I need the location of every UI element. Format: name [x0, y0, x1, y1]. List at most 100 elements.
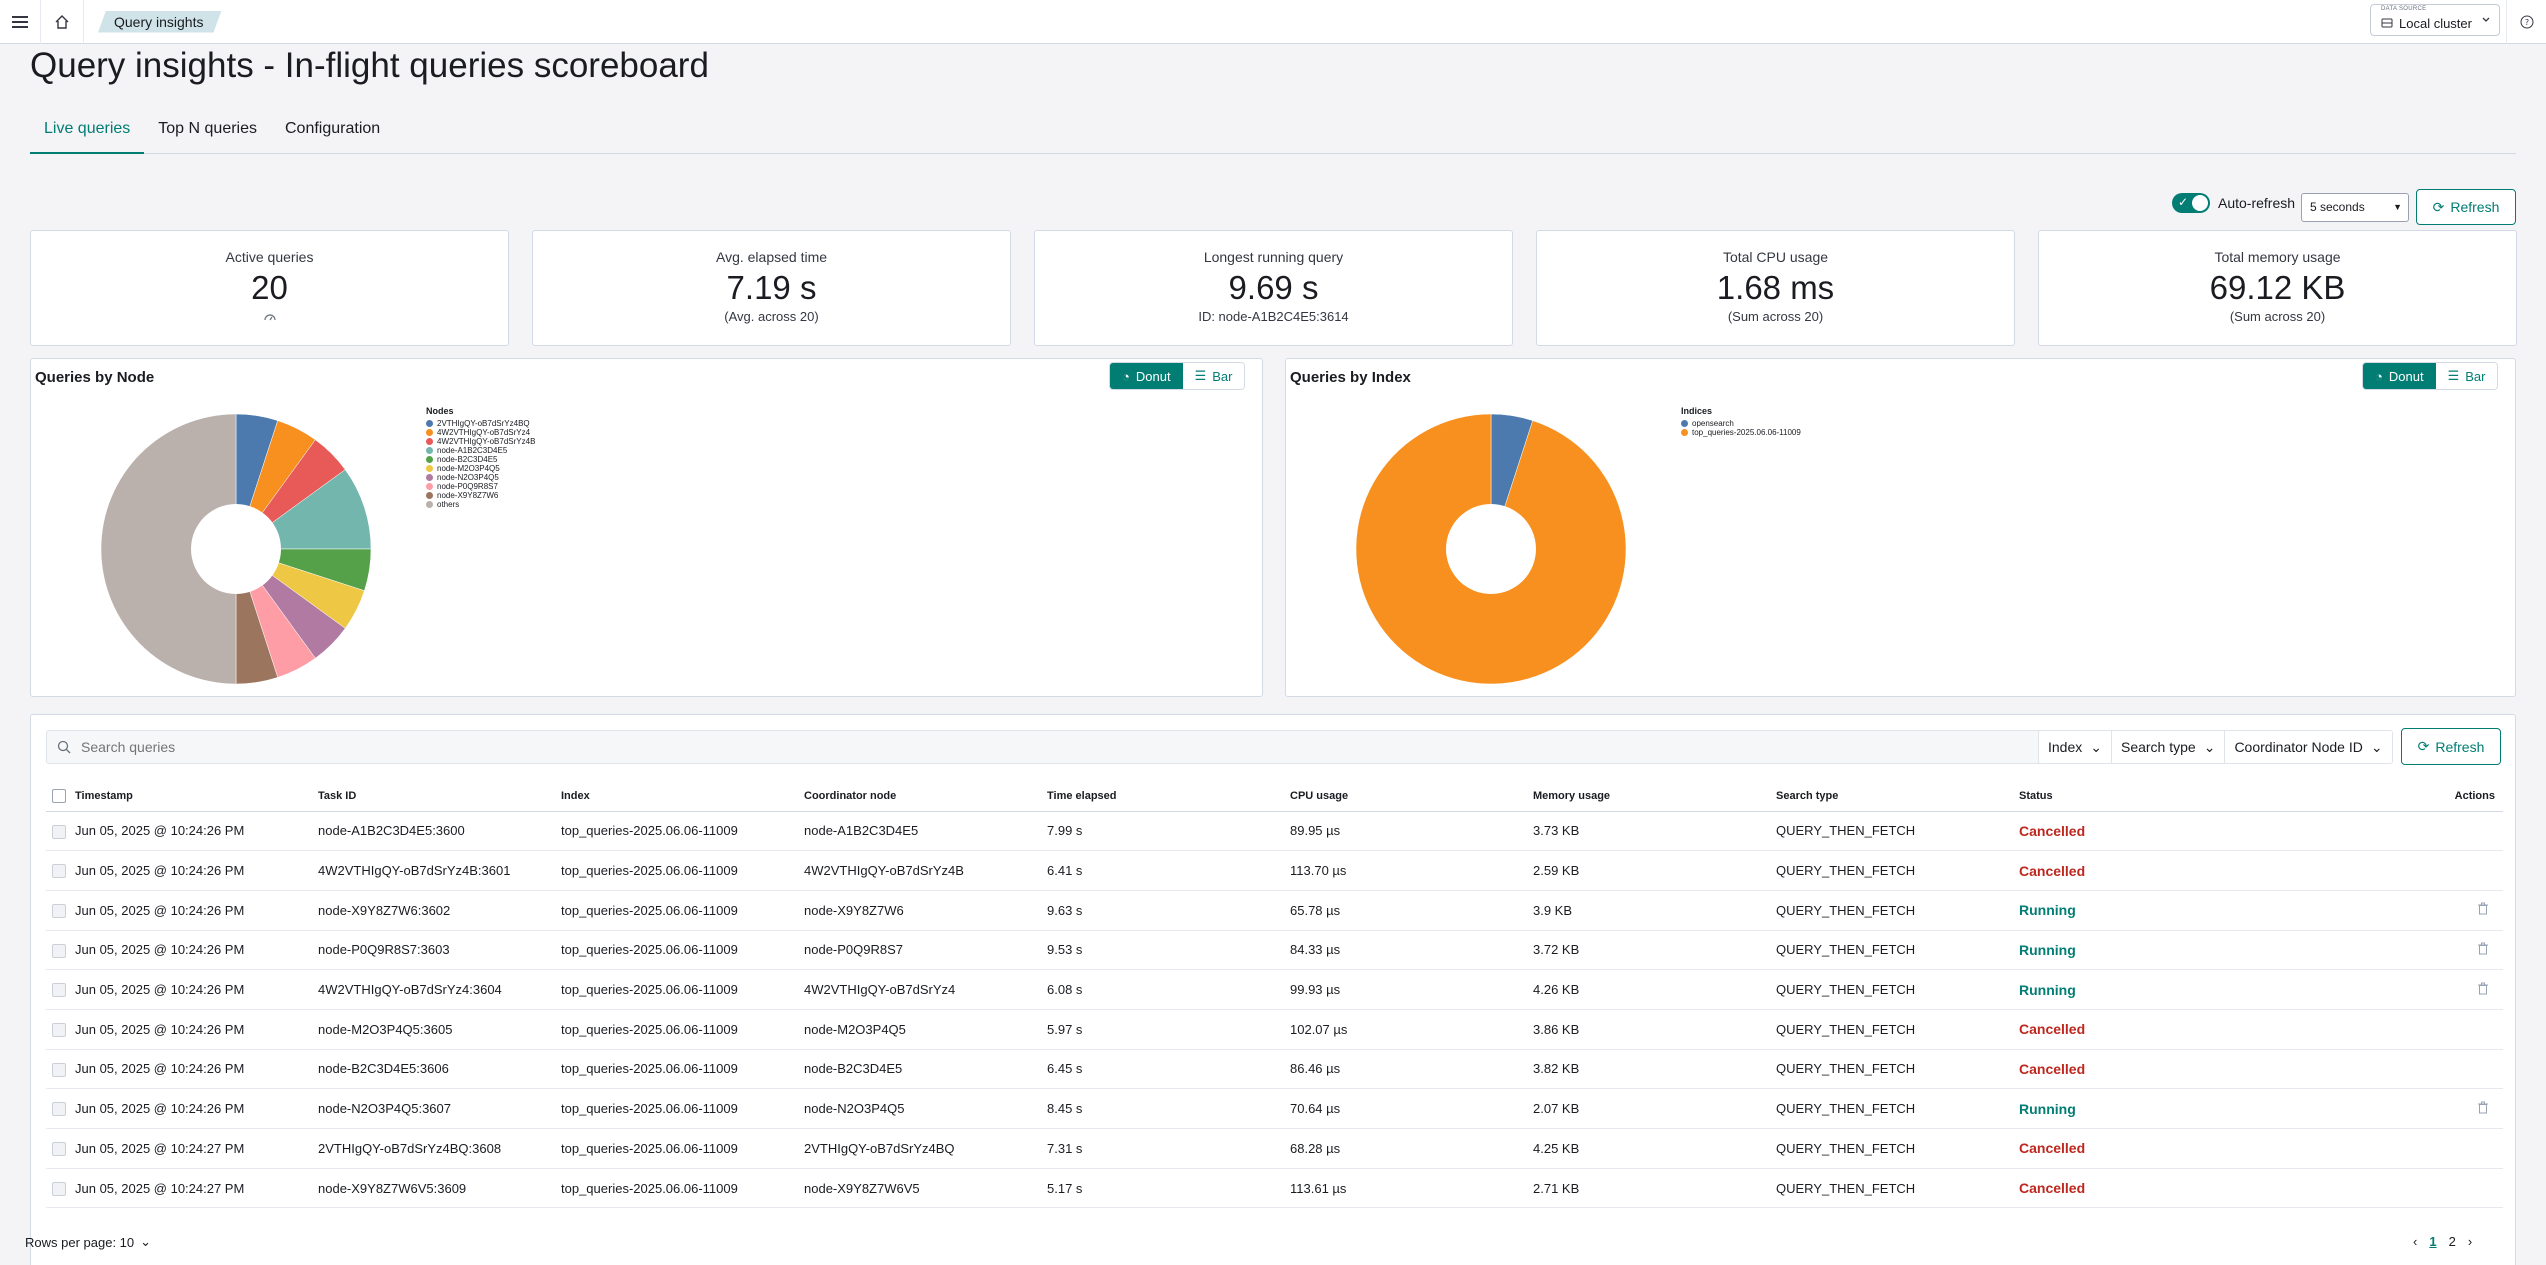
donut-button-label: Donut [1135, 368, 1171, 384]
bar-button[interactable]: ☰ Bar [1182, 363, 1245, 389]
search-input[interactable] [81, 739, 1981, 755]
tab-top-n-queries[interactable]: Top N queries [158, 120, 257, 137]
filter-search-type[interactable]: Search type ⌄ [2111, 731, 2226, 763]
cell-task: 4W2VTHIgQY-oB7dSrYz4B:3601 [312, 850, 555, 891]
refresh-interval-select[interactable]: 5 seconds ▼ [2301, 193, 2409, 222]
search-icon [57, 740, 71, 754]
table-row: Jun 05, 2025 @ 10:24:26 PM node-A1B2C3D4E… [46, 811, 2503, 852]
column-header[interactable]: Coordinator node [798, 782, 1041, 812]
legend-label: node-M2O3P4Q5 [437, 464, 500, 473]
legend-item[interactable]: node-B2C3D4E5 [426, 455, 535, 464]
trash-icon[interactable] [2477, 902, 2489, 918]
table-refresh-button[interactable]: ⟳ Refresh [2401, 728, 2501, 765]
cell-index: top_queries-2025.06.06-11009 [555, 1009, 798, 1050]
stat-sub: (Sum across 20) [2229, 309, 2326, 324]
cell-mem: 4.25 KB [1527, 1128, 1770, 1169]
auto-refresh-toggle[interactable]: ✓ [2172, 193, 2210, 213]
select-all-checkbox[interactable] [52, 789, 66, 804]
bar-button-label: Bar [1212, 368, 1233, 384]
cell-time: 5.97 s [1041, 1009, 1284, 1050]
page-link[interactable]: 1 [2429, 1234, 2437, 1249]
legend-item[interactable]: node-A1B2C3D4E5 [426, 446, 535, 455]
row-checkbox[interactable] [52, 1102, 66, 1117]
page-link[interactable]: 2 [2448, 1234, 2456, 1249]
cell-coord: node-M2O3P4Q5 [798, 1009, 1041, 1050]
legend-item[interactable]: 4W2VTHIgQY-oB7dSrYz4 [426, 428, 535, 437]
actions-cell [2256, 1009, 2503, 1050]
cell-task: node-M2O3P4Q5:3605 [312, 1009, 555, 1050]
row-checkbox[interactable] [52, 1181, 66, 1196]
trash-icon[interactable] [2477, 942, 2489, 958]
tab-live-queries[interactable]: Live queries [30, 112, 145, 154]
cell-ts: Jun 05, 2025 @ 10:24:27 PM [69, 1168, 312, 1209]
legend-label: 4W2VTHIgQY-oB7dSrYz4B [437, 437, 536, 446]
row-checkbox[interactable] [52, 943, 66, 958]
legend-label: 4W2VTHIgQY-oB7dSrYz4 [437, 428, 531, 437]
cell-mem: 3.9 KB [1527, 890, 1770, 931]
cell-mem: 2.59 KB [1527, 850, 1770, 891]
row-checkbox[interactable] [52, 1142, 66, 1157]
table-row: Jun 05, 2025 @ 10:24:26 PM node-X9Y8Z7W6:… [46, 890, 2503, 931]
row-select-cell [46, 1009, 69, 1050]
column-header[interactable]: Search type [1770, 782, 2013, 812]
column-header[interactable]: Status [2013, 782, 2256, 812]
queries-by-node-legend: Nodes 2VTHIgQY-oB7dSrYz4BQ 4W2VTHIgQY-oB7… [426, 406, 535, 509]
menu-icon[interactable] [0, 0, 40, 44]
legend-item[interactable]: node-X9Y8Z7W6 [426, 491, 535, 500]
legend-item[interactable]: others [426, 500, 535, 509]
rows-per-page-selector[interactable]: Rows per page: 10 ⌄ [25, 1234, 151, 1250]
legend-item[interactable]: node-N2O3P4Q5 [426, 473, 535, 482]
breadcrumb[interactable]: Query insights [98, 11, 221, 33]
filter-index[interactable]: Index ⌄ [2039, 731, 2112, 763]
row-checkbox[interactable] [52, 983, 66, 998]
previous-page-icon[interactable]: ‹ [2413, 1234, 2418, 1249]
donut-hole [1446, 504, 1536, 594]
chevron-down-icon: ⌄ [140, 1234, 152, 1249]
legend-item[interactable]: node-M2O3P4Q5 [426, 464, 535, 473]
row-checkbox[interactable] [52, 1062, 66, 1077]
bar-button[interactable]: ☰ Bar [2435, 363, 2498, 389]
tab-bar: Live queries Top N queries Configuration [30, 112, 2516, 154]
stat-total-cpu-usage: Total CPU usage 1.68 ms (Sum across 20) [1536, 230, 2015, 346]
row-select-cell [46, 1049, 69, 1090]
legend-item[interactable]: 2VTHIgQY-oB7dSrYz4BQ [426, 419, 535, 428]
stat-sub: ID: node-A1B2C4E5:3614 [1198, 309, 1349, 324]
status-badge: Running [2013, 930, 2256, 971]
column-header[interactable]: CPU usage [1284, 782, 1527, 812]
cell-mem: 2.71 KB [1527, 1168, 1770, 1209]
status-badge: Cancelled [2013, 1128, 2256, 1169]
cell-time: 8.45 s [1041, 1088, 1284, 1129]
cell-type: QUERY_THEN_FETCH [1770, 1009, 2013, 1050]
column-header[interactable]: Timestamp [69, 782, 312, 812]
donut-button[interactable]: ◔ Donut [2363, 363, 2436, 389]
row-select-cell [46, 930, 69, 971]
row-checkbox[interactable] [52, 824, 66, 839]
donut-button[interactable]: ◔ Donut [1110, 363, 1183, 389]
cell-type: QUERY_THEN_FETCH [1770, 890, 2013, 931]
donut-slice[interactable] [100, 413, 237, 685]
home-icon[interactable] [40, 0, 84, 44]
column-header[interactable]: Index [555, 782, 798, 812]
help-icon[interactable]: ? [2506, 0, 2546, 44]
trash-icon[interactable] [2477, 1101, 2489, 1117]
table-row: Jun 05, 2025 @ 10:24:26 PM node-B2C3D4E5:… [46, 1049, 2503, 1090]
column-header[interactable]: Time elapsed [1041, 782, 1284, 812]
filter-coordinator-node[interactable]: Coordinator Node ID ⌄ [2225, 731, 2392, 763]
cell-cpu: 113.70 µs [1284, 850, 1527, 891]
next-page-icon[interactable]: › [2467, 1234, 2473, 1249]
trash-icon[interactable] [2477, 982, 2489, 998]
row-checkbox[interactable] [52, 864, 66, 879]
legend-item[interactable]: 4W2VTHIgQY-oB7dSrYz4B [426, 437, 535, 446]
legend-item[interactable]: opensearch [1681, 419, 1801, 428]
cell-type: QUERY_THEN_FETCH [1770, 969, 2013, 1010]
row-checkbox[interactable] [52, 1023, 66, 1038]
data-source-selector[interactable]: DATA SOURCE Local cluster [2370, 4, 2500, 36]
column-header[interactable]: Task ID [312, 782, 555, 812]
legend-item[interactable]: node-P0Q9R8S7 [426, 482, 535, 491]
legend-item[interactable]: top_queries-2025.06.06-11009 [1681, 428, 1801, 437]
row-checkbox[interactable] [52, 904, 66, 918]
tab-configuration[interactable]: Configuration [285, 120, 381, 137]
actions-cell [2256, 930, 2503, 971]
column-header[interactable]: Memory usage [1527, 782, 1770, 812]
refresh-button[interactable]: ⟳ Refresh [2416, 189, 2516, 225]
